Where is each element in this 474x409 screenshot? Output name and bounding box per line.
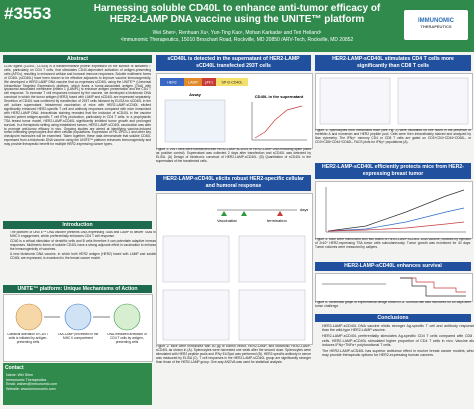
curve <box>254 105 303 139</box>
bullet-list: HER2-LAMP-sCD40L DNA vaccine elicits str… <box>316 324 474 404</box>
figure-caption: Figure 2: Mice were immunized with 50 µg… <box>156 345 311 364</box>
logo-text: IMMUNOMIC <box>418 18 454 24</box>
panel-label: Assay <box>189 92 202 97</box>
authors: Wei Shen¹, Renhuan Xu¹, Yun-Ting Kao¹, M… <box>152 30 322 36</box>
construct-block <box>160 78 184 86</box>
construct-block <box>216 78 248 86</box>
elispot-panel <box>162 235 230 283</box>
figure-caption: Figure 1: 293T cells were transfected wi… <box>156 148 311 163</box>
section-header: sCD40L is detected in the supernatant of… <box>156 55 311 71</box>
termination-marker <box>277 211 283 216</box>
assay-panel <box>164 99 226 143</box>
section-header: HER2-LAMP-sCD40L stimulates CD4 T cells … <box>315 55 471 71</box>
figure <box>322 277 466 297</box>
figure-caption: Figure 4: Mice were immunized with two d… <box>315 238 471 249</box>
construct-label: SP-D-CD40L <box>222 81 243 85</box>
construct-label: pFF1 <box>205 81 213 85</box>
panel-label: CD40L in the supernatant <box>255 94 304 99</box>
section-header: Abstract <box>3 55 152 63</box>
bullet-list: The platform of UNITE™ DNA vaccine prese… <box>4 231 157 283</box>
antibody-panel <box>238 289 306 341</box>
figure-caption: Figure 5: Schematic graph of experimenta… <box>315 301 471 308</box>
section-header: HER2-LAMP-sCD40L elicits robust HER2-spe… <box>156 175 311 191</box>
contact-lines: Name: Wei Shen Immunomic Therapeutics Emai… <box>3 373 152 391</box>
logo: IMMUNOMIC THERAPEUTICS <box>404 10 468 40</box>
cell <box>113 303 141 331</box>
cell <box>64 303 92 331</box>
figure-2: days Vaccination termination <box>156 193 313 345</box>
bullet: HER2-LAMP-sCD40L preferentially stimulat… <box>322 334 474 347</box>
figure-4 <box>315 181 473 239</box>
construct-label: LAMP <box>188 81 198 85</box>
construct-block <box>184 78 202 86</box>
logo-subtext: THERAPEUTICS <box>420 24 452 29</box>
construct-label: HER2 <box>167 81 177 85</box>
diagram-label: DNA-mediated activation of CD4 T cells b… <box>107 333 147 344</box>
figure-caption: Figure 3: Splenocytes from immunized mic… <box>315 129 471 144</box>
timeline-label: termination <box>267 218 287 223</box>
section-header: Conclusions <box>315 314 471 322</box>
elispot-panel <box>238 235 306 283</box>
survival-curve <box>400 277 466 293</box>
affiliation: ¹Immunomic Therapeutics, 15010 Broschart… <box>120 37 354 43</box>
figure-3 <box>315 73 473 130</box>
figure-1: HER2 LAMP pFF1 SP-D-CD40L Assay CD40L in the … <box>156 73 313 149</box>
figure-5 <box>315 273 473 302</box>
figure <box>319 77 469 125</box>
contact-line: Email: wshen@immunomic.com <box>6 382 58 387</box>
timeline-label: Vaccination <box>217 218 238 223</box>
flow-panel <box>397 77 469 125</box>
bullet: A new bicistronic DNA vaccine, in which … <box>10 252 157 261</box>
contact-line: Name: Wei Shen <box>6 373 34 377</box>
timeline-label: days <box>300 207 309 212</box>
survival-curve <box>400 277 466 297</box>
diagram-label: Classical activation of CD4 T cells is i… <box>7 333 49 344</box>
curve <box>327 189 465 232</box>
abstract-text: CD40 ligand (CD40L, CD154) is a transmem… <box>4 65 151 147</box>
contact-box: Contact Name: Wei Shen Immunomic Therapeu… <box>3 363 152 405</box>
flow-panel <box>319 77 391 125</box>
figure <box>162 209 306 341</box>
contact-title: Contact <box>5 365 24 371</box>
bullet: The platform of UNITE™ DNA vaccine prese… <box>10 231 157 239</box>
section-header: UNITE™ platform: Unique Mechanisms of Ac… <box>3 285 152 293</box>
bullet: The HER2-LAMP-sCD40L has superior antitu… <box>322 349 474 358</box>
curve <box>327 221 465 232</box>
section-header: HER2-LAMP-sCD40L efficiently protects mi… <box>315 163 471 179</box>
bullet: HER2-LAMP-sCD40L DNA vaccine elicits str… <box>322 324 474 333</box>
vaccination-marker <box>221 211 247 216</box>
mechanism-diagram: Classical activation of CD4 T cells is i… <box>3 294 153 362</box>
curve <box>327 207 465 232</box>
contact-line: Immunomic Therapeutics <box>6 377 47 382</box>
bullet: CD40 is a critical stimulator of dendrit… <box>10 239 157 252</box>
section-header: Introduction <box>3 221 152 229</box>
diagram <box>15 303 141 331</box>
figure: HER2 LAMP pFF1 SP-D-CD40L Assay CD40L in the … <box>160 78 307 143</box>
construct-block <box>202 78 216 86</box>
figure <box>325 187 466 233</box>
diagram-label: TAA-LAMP processed in the MHC II compart… <box>57 333 99 340</box>
contact-line: Website: www.immunomic.com <box>6 386 56 391</box>
poster-title: Harnessing soluble CD40L to enhance anti… <box>93 3 381 25</box>
cell <box>15 303 43 331</box>
antibody-panel <box>162 289 230 341</box>
header: #3553 Harnessing soluble CD40L to enhanc… <box>0 0 474 52</box>
section-header: HER2-LAMP-sCD40L enhances survival <box>315 262 471 271</box>
poster-number: #3553 <box>4 4 52 23</box>
